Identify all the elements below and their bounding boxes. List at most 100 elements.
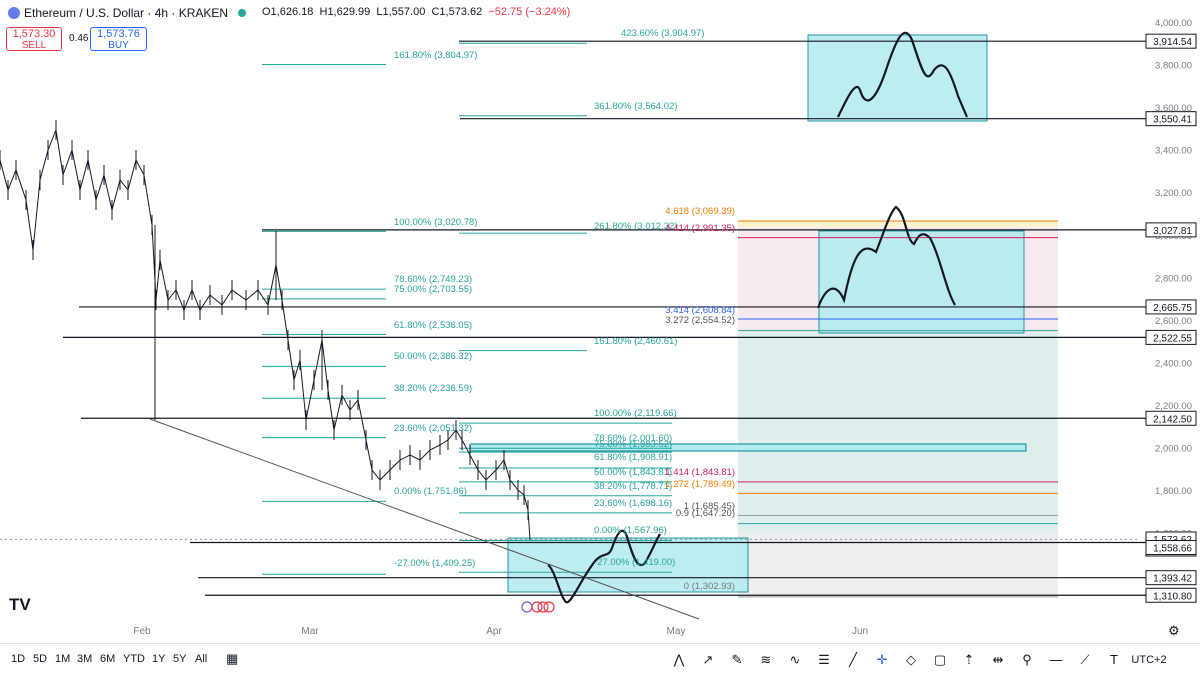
event-marker-icon — [531, 601, 543, 613]
price-tick: 2,200.00 — [1155, 401, 1192, 412]
fib-label: 78.60% (2,001.60) — [594, 433, 672, 444]
extension-label: 1.272 (1,789.49) — [665, 479, 735, 490]
change-value: −52.75 (−3.24%) — [488, 6, 571, 18]
position-stop-zone — [738, 533, 1058, 597]
long-position-icon[interactable]: ⇡ — [963, 652, 975, 667]
buy-price: 1,573.76 — [97, 28, 140, 40]
extension-label: 3.414 (2,608.84) — [665, 305, 735, 316]
projection-curve-middle — [816, 205, 956, 309]
pattern-icon[interactable]: ⋀ — [673, 652, 685, 667]
price-tick: 4,000.00 — [1155, 18, 1192, 29]
horizontal-line-icon[interactable]: — — [1049, 652, 1063, 667]
fib-label: 161.80% (3,804.97) — [394, 50, 477, 61]
fib-label: 75.00% (2,703.55) — [394, 284, 472, 295]
timeframe-1d[interactable]: 1D — [11, 653, 26, 665]
price-label: 1,558.66 — [1153, 544, 1192, 555]
event-marker-icon — [543, 601, 555, 613]
price-label-box — [1145, 587, 1197, 603]
time-tick: May — [667, 626, 686, 637]
timeframe-1m[interactable]: 1M — [55, 653, 71, 665]
shape-icon[interactable]: ◇ — [906, 652, 916, 667]
price-tick: 2,000.00 — [1155, 444, 1192, 455]
rectangle-icon[interactable]: ▢ — [933, 652, 947, 667]
extension-label: 4.618 (3,069.39) — [665, 206, 735, 217]
timeframe-1y[interactable]: 1Y — [152, 653, 166, 665]
resistance-band — [469, 443, 1027, 452]
brush-icon[interactable]: ✎ — [731, 652, 743, 667]
price-label: 2,142.50 — [1153, 414, 1192, 425]
elliott-wave-icon[interactable]: ∿ — [789, 652, 801, 667]
timezone-label[interactable]: UTC+2 — [1131, 654, 1167, 666]
tradingview-logo: TV — [9, 595, 31, 614]
close-value: C1,573.62 — [431, 6, 483, 18]
price-label-box — [1145, 111, 1197, 127]
time-tick: Feb — [133, 626, 151, 637]
trendline-icon[interactable]: ╱ — [849, 652, 857, 667]
timeframe-all[interactable]: All — [195, 653, 208, 665]
fib-label: 50.00% (2,386.32) — [394, 351, 472, 362]
price-tick: 2,800.00 — [1155, 273, 1192, 284]
fib-label: 61.80% (2,536.05) — [394, 320, 472, 331]
pin-icon[interactable]: ⚲ — [1022, 652, 1032, 667]
sell-label: SELL — [21, 40, 47, 51]
price-label: 3,027.81 — [1153, 226, 1192, 237]
date-range-icon[interactable]: ▦ — [226, 651, 239, 666]
ray-icon[interactable]: ⟋ — [1080, 652, 1090, 667]
date-range-icon[interactable]: ⇹ — [992, 652, 1004, 667]
price-label-box — [1145, 570, 1197, 586]
timeframe-6m[interactable]: 6M — [100, 653, 116, 665]
trendline — [149, 418, 700, 620]
buy-label: BUY — [108, 40, 129, 51]
fib-label: -27.00% (1,419.00) — [594, 557, 675, 568]
time-tick: Jun — [852, 626, 868, 637]
price-chart[interactable]: 423.60% (3,904.97) 161.80% (3,804.97) 361.… — [0, 0, 1200, 643]
timeframe-5y[interactable]: 5Y — [173, 653, 187, 665]
extension-label: 0.9 (1,647.20) — [676, 508, 735, 519]
gear-icon[interactable]: ⚙ — [1168, 623, 1180, 638]
fib-label: 261.80% (3,012.32) — [594, 221, 677, 232]
extension-label: 4.414 (2,991.35) — [665, 223, 735, 234]
price-label: 3,914.54 — [1153, 37, 1192, 48]
buy-button[interactable]: 1,573.76 BUY — [90, 27, 147, 51]
extension-label: 1 (1,685.45) — [684, 501, 735, 512]
price-label: 2,665.75 — [1153, 303, 1192, 314]
text-icon[interactable]: T — [1110, 652, 1118, 667]
timeframe-ytd[interactable]: YTD — [123, 653, 145, 665]
header: Ethereum / U.S. Dollar · 4h · KRAKEN O1,… — [0, 0, 1200, 26]
price-label-box — [1145, 33, 1197, 49]
event-marker-icon — [521, 601, 533, 613]
price-tick: 1,800.00 — [1155, 486, 1192, 497]
crosshair-icon[interactable]: ✛ — [876, 652, 888, 667]
projection-curve-top — [837, 31, 969, 118]
fib-label: 0.00% (1,567.96) — [594, 525, 667, 536]
price-label-box — [1145, 329, 1197, 345]
fib-label: 38.20% (1,778.71) — [594, 481, 672, 492]
high-value: H1,629.99 — [319, 6, 371, 18]
fib-label: 50.00% (1,843.81) — [594, 467, 672, 478]
time-tick: Mar — [301, 626, 319, 637]
ohlc-values: O1,626.18 H1,629.99 L1,557.00 C1,573.62 … — [262, 6, 570, 18]
arrow-icon[interactable]: ↗ — [702, 652, 714, 667]
parallel-channel-icon[interactable]: ≋ — [760, 652, 772, 667]
market-status-icon — [238, 9, 247, 17]
fib-label: 23.60% (1,698.16) — [594, 498, 672, 509]
symbol-title[interactable]: Ethereum / U.S. Dollar · 4h · KRAKEN — [8, 6, 247, 20]
price-label-box — [1145, 222, 1197, 238]
price-label: 1,393.42 — [1153, 574, 1192, 585]
fib-label: 23.60% (2,051.32) — [394, 423, 472, 434]
timeframe-5d[interactable]: 5D — [33, 653, 48, 665]
fib-label: 75.00% (1,983.52) — [594, 439, 672, 450]
spread-value: 0.46 — [69, 33, 89, 44]
open-value: O1,626.18 — [262, 6, 314, 18]
timeframe-3m[interactable]: 3M — [77, 653, 93, 665]
price-label: 2,522.55 — [1153, 333, 1192, 344]
sell-button[interactable]: 1,573.30 SELL — [6, 27, 62, 51]
price-label-box — [1145, 299, 1197, 315]
target-box-middle — [818, 230, 1025, 334]
extension-label: 1.414 (1,843.81) — [665, 467, 735, 478]
fib-icon[interactable]: ☰ — [818, 652, 830, 667]
sell-price: 1,573.30 — [12, 28, 56, 40]
price-tick: 3,400.00 — [1155, 146, 1192, 157]
price-label-box — [1145, 540, 1197, 556]
fib-label: 361.80% (3,564.02) — [594, 101, 677, 112]
